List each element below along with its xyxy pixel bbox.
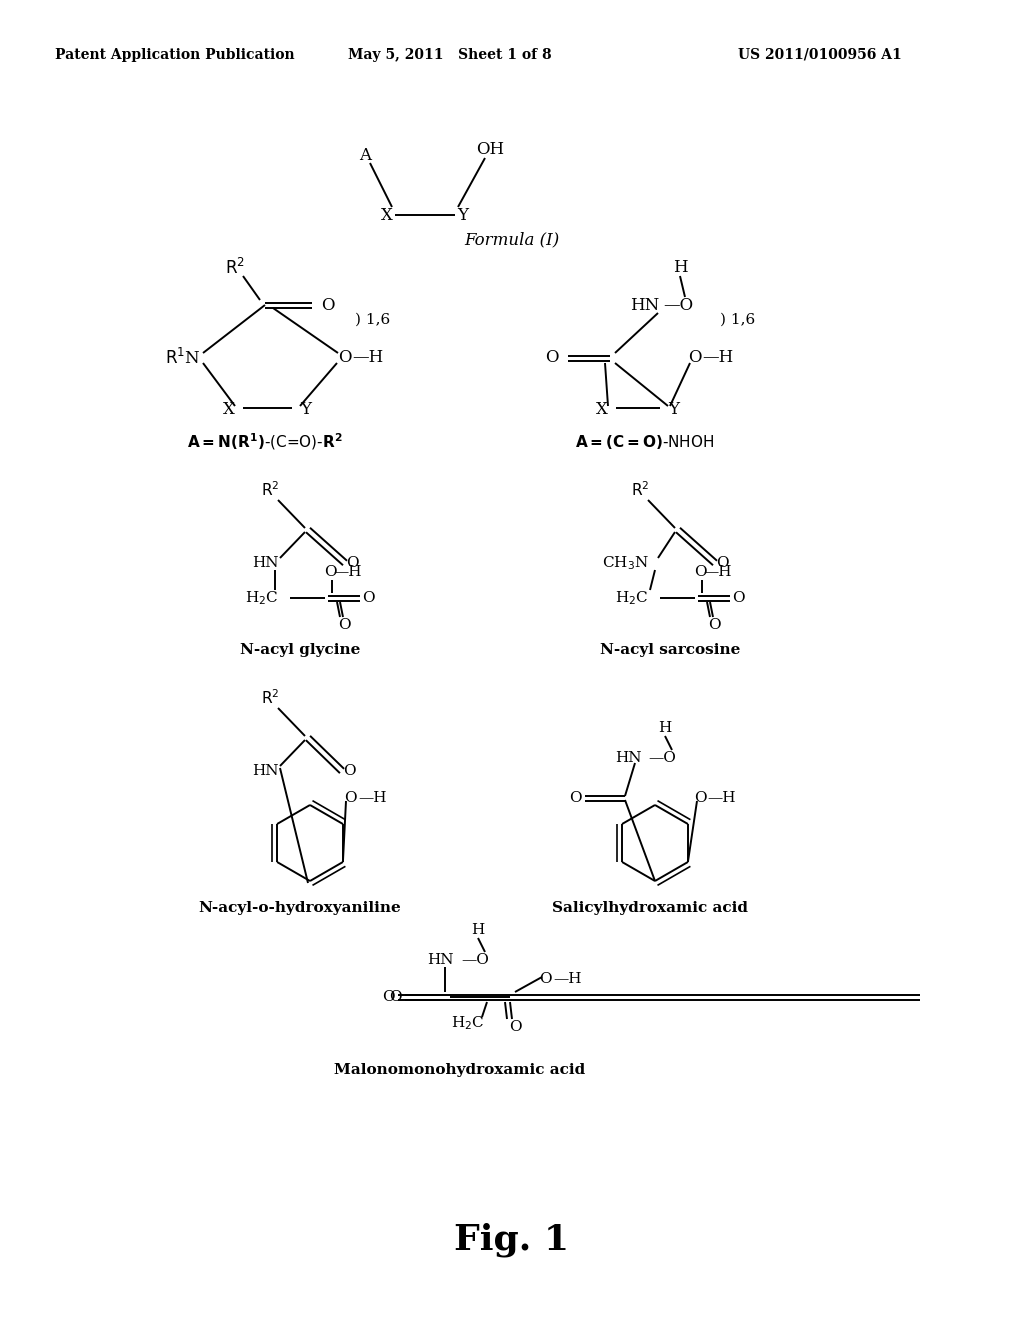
Text: $\mathsf{R^2}$: $\mathsf{R^2}$ xyxy=(631,480,649,499)
Text: X: X xyxy=(223,401,234,418)
Text: Malonomonohydroxamic acid: Malonomonohydroxamic acid xyxy=(335,1063,586,1077)
Text: $\mathsf{R^2}$: $\mathsf{R^2}$ xyxy=(261,689,280,708)
Text: X: X xyxy=(381,206,393,223)
Text: O: O xyxy=(324,565,336,579)
Text: X: X xyxy=(596,401,608,418)
Text: —O: —O xyxy=(663,297,693,314)
Text: ) 1,6: ) 1,6 xyxy=(720,313,756,327)
Text: Fig. 1: Fig. 1 xyxy=(455,1222,569,1257)
Text: O: O xyxy=(568,791,582,805)
Text: H: H xyxy=(658,721,672,735)
Text: $\mathsf{R^2}$: $\mathsf{R^2}$ xyxy=(261,480,280,499)
Text: Y: Y xyxy=(669,401,680,418)
Text: O: O xyxy=(389,990,401,1005)
Text: N-acyl sarcosine: N-acyl sarcosine xyxy=(600,643,740,657)
Text: O: O xyxy=(693,791,707,805)
Text: OH: OH xyxy=(476,141,504,158)
Text: O: O xyxy=(693,565,707,579)
Text: O: O xyxy=(732,591,744,605)
Text: O: O xyxy=(539,972,551,986)
Text: O: O xyxy=(338,350,352,367)
Text: Formula (I): Formula (I) xyxy=(464,231,560,248)
Text: —H: —H xyxy=(702,350,733,367)
Text: May 5, 2011   Sheet 1 of 8: May 5, 2011 Sheet 1 of 8 xyxy=(348,48,552,62)
Text: O: O xyxy=(708,618,720,632)
Text: O: O xyxy=(338,618,350,632)
Text: A: A xyxy=(359,147,371,164)
Text: Y: Y xyxy=(458,206,469,223)
Text: H$_2$C: H$_2$C xyxy=(615,589,649,607)
Text: O: O xyxy=(509,1020,521,1034)
Text: O: O xyxy=(343,764,355,777)
Text: O: O xyxy=(322,297,335,314)
Text: HN: HN xyxy=(427,953,454,968)
Text: O: O xyxy=(382,990,394,1005)
Text: H: H xyxy=(471,923,484,937)
Text: —H: —H xyxy=(334,565,362,579)
Text: HN: HN xyxy=(252,556,279,570)
Text: —H: —H xyxy=(708,791,736,805)
Text: $\mathsf{R^1}$N: $\mathsf{R^1}$N xyxy=(165,348,201,368)
Text: $\mathsf{R^2}$: $\mathsf{R^2}$ xyxy=(225,257,245,279)
Text: O: O xyxy=(716,556,728,570)
Text: HN: HN xyxy=(252,764,279,777)
Text: —H: —H xyxy=(554,972,583,986)
Text: H$_2$C: H$_2$C xyxy=(452,1014,484,1032)
Text: Salicylhydroxamic acid: Salicylhydroxamic acid xyxy=(552,902,748,915)
Text: $\mathbf{A = N(R^1)\text{-(C=O)-}R^2}$: $\mathbf{A = N(R^1)\text{-(C=O)-}R^2}$ xyxy=(187,432,343,453)
Text: O: O xyxy=(344,791,356,805)
Text: —O: —O xyxy=(461,953,488,968)
Text: H$_2$C: H$_2$C xyxy=(246,589,279,607)
Text: N-acyl-o-hydroxyaniline: N-acyl-o-hydroxyaniline xyxy=(199,902,401,915)
Text: Patent Application Publication: Patent Application Publication xyxy=(55,48,295,62)
Text: O: O xyxy=(346,556,358,570)
Text: H: H xyxy=(673,260,687,276)
Text: US 2011/0100956 A1: US 2011/0100956 A1 xyxy=(738,48,902,62)
Text: N-acyl glycine: N-acyl glycine xyxy=(240,643,360,657)
Text: HN: HN xyxy=(614,751,641,766)
Text: O: O xyxy=(361,591,375,605)
Text: ) 1,6: ) 1,6 xyxy=(355,313,390,327)
Text: O: O xyxy=(688,350,701,367)
Text: CH$_3$N: CH$_3$N xyxy=(601,554,648,572)
Text: HN: HN xyxy=(631,297,659,314)
Text: —H: —H xyxy=(703,565,732,579)
Text: —O: —O xyxy=(648,751,676,766)
Text: O: O xyxy=(545,350,559,367)
Text: $\mathbf{A = (C=O)\text{-NHOH}}$: $\mathbf{A = (C=O)\text{-NHOH}}$ xyxy=(575,433,715,451)
Text: —H: —H xyxy=(358,791,387,805)
Text: —H: —H xyxy=(352,350,384,367)
Text: Y: Y xyxy=(300,401,311,418)
